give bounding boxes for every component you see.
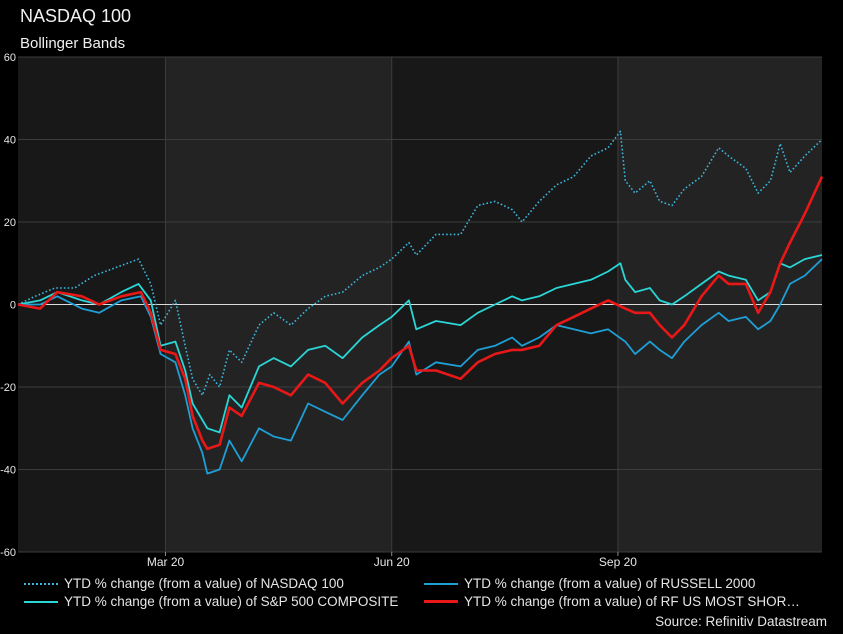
legend-swatch-rf <box>424 600 458 603</box>
legend-label-sp500: YTD % change (from a value) of S&P 500 C… <box>64 594 399 609</box>
y-tick-label: 60 <box>4 52 16 64</box>
y-tick-label: 0 <box>10 300 16 312</box>
y-tick-label: 40 <box>4 135 16 147</box>
y-tick-label: 20 <box>4 217 16 229</box>
series-line-russell-2000 <box>18 258 823 475</box>
chart-subtitle: Bollinger Bands <box>20 35 126 52</box>
y-tick-label: -40 <box>0 465 16 477</box>
legend-item-sp500: YTD % change (from a value) of S&P 500 C… <box>24 594 398 609</box>
x-tick-label: Mar 20 <box>147 555 185 569</box>
y-tick-label: -60 <box>0 547 16 559</box>
legend-swatch-sp500 <box>24 600 58 603</box>
x-tick-label: Sep 20 <box>599 555 637 569</box>
series-line-nasdaq-100 <box>17 130 823 397</box>
source-note: Source: Refinitiv Datastream <box>655 614 827 629</box>
legend-item-russell: YTD % change (from a value) of RUSSELL 2… <box>424 576 755 591</box>
legend-swatch-nasdaq <box>24 582 58 585</box>
legend-label-nasdaq: YTD % change (from a value) of NASDAQ 10… <box>64 576 344 591</box>
legend-swatch-russell <box>424 582 458 585</box>
series-line-sp500-composite <box>17 254 823 434</box>
legend-label-russell: YTD % change (from a value) of RUSSELL 2… <box>464 576 756 591</box>
chart-title: NASDAQ 100 <box>20 6 132 26</box>
series-line-rf-us-most-short <box>17 176 824 451</box>
x-tick-label: Jun 20 <box>374 555 410 569</box>
legend-item-rf: YTD % change (from a value) of RF US MOS… <box>424 594 800 609</box>
chart-legend: YTD % change (from a value) of NASDAQ 10… <box>24 576 824 616</box>
legend-item-nasdaq: YTD % change (from a value) of NASDAQ 10… <box>24 576 344 591</box>
y-tick-label: -20 <box>0 382 16 394</box>
legend-label-rf: YTD % change (from a value) of RF US MOS… <box>464 594 800 609</box>
